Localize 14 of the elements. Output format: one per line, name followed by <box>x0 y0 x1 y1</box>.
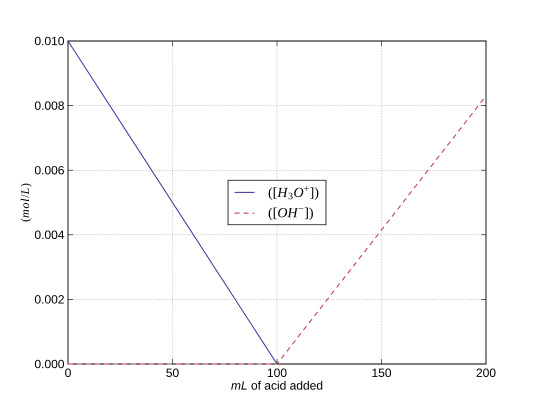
legend-label: ([OH$^{−}$]) <box>268 208 313 220</box>
x-axis-title: mL of acid added <box>231 380 322 390</box>
y-tick-label: 0.004 <box>34 230 64 240</box>
y-tick-label: 0.000 <box>34 360 64 368</box>
y-tick-label: 0.008 <box>34 101 64 110</box>
x-tick-label: 100 <box>268 368 287 378</box>
x-tick-label: 50 <box>166 368 179 378</box>
x-tick-label: 200 <box>476 368 496 378</box>
legend-label: ([H$_{3}$O$^{+}$]) <box>268 186 318 200</box>
x-tick-label: 150 <box>372 368 392 378</box>
y-tick-label: 0.002 <box>34 295 64 304</box>
y-tick-label: 0.006 <box>34 166 64 174</box>
y-tick-label: 0.010 <box>34 36 64 46</box>
x-tick-label: 0 <box>65 368 71 378</box>
